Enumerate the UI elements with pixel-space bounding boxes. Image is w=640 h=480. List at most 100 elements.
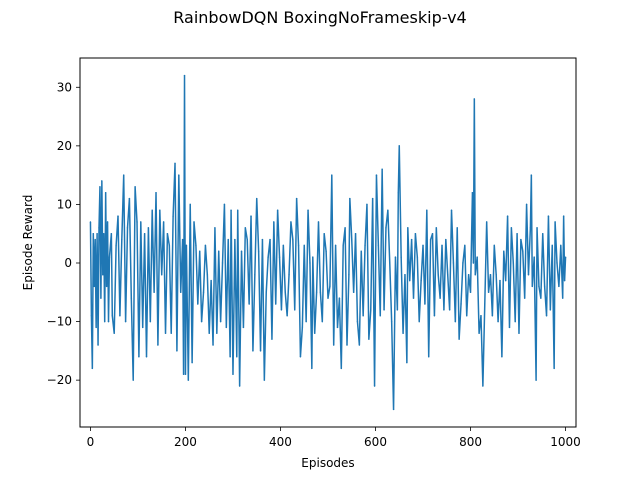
data-point <box>107 320 110 323</box>
data-point <box>476 256 478 258</box>
data-point <box>155 192 157 194</box>
data-point <box>542 233 544 235</box>
data-point <box>183 74 186 77</box>
data-point <box>368 338 370 340</box>
data-point <box>501 356 503 358</box>
data-point <box>117 215 119 217</box>
data-point <box>225 326 228 329</box>
data-point <box>238 385 241 387</box>
data-point <box>143 233 146 235</box>
data-point <box>273 221 275 223</box>
x-axis: 0 200 400 600 800 1000 <box>87 427 581 449</box>
data-point <box>236 356 238 358</box>
data-point <box>227 238 229 241</box>
data-point <box>216 332 218 334</box>
data-point <box>248 303 250 305</box>
y-axis-label: Episode Reward <box>21 195 35 291</box>
data-point <box>452 262 455 264</box>
data-point <box>480 315 482 317</box>
data-point <box>360 250 362 252</box>
data-point <box>123 174 125 176</box>
data-point <box>529 227 532 229</box>
data-point <box>472 262 475 264</box>
data-point <box>527 274 530 276</box>
data-point <box>535 379 537 381</box>
data-point <box>485 221 488 223</box>
data-point <box>338 297 341 299</box>
data-point <box>333 344 335 346</box>
data-point <box>161 274 163 276</box>
data-point <box>103 233 105 235</box>
data-point <box>398 145 400 147</box>
data-point <box>387 209 389 211</box>
data-point <box>525 203 528 206</box>
data-point <box>549 309 552 311</box>
data-point <box>89 221 92 223</box>
data-point <box>407 227 409 229</box>
data-point <box>278 256 281 258</box>
data-point <box>327 297 329 299</box>
data-point <box>564 256 567 258</box>
data-point <box>284 291 286 293</box>
data-point <box>487 291 490 293</box>
data-point <box>254 274 256 276</box>
data-point <box>379 315 381 317</box>
data-point <box>170 332 172 334</box>
data-point <box>460 303 462 305</box>
data-point <box>536 227 538 229</box>
data-point <box>166 233 169 235</box>
data-point <box>364 244 366 247</box>
data-point <box>200 320 203 323</box>
data-point <box>168 244 171 247</box>
data-point <box>352 291 355 293</box>
data-point <box>545 315 548 317</box>
data-point <box>256 197 258 200</box>
data-point <box>462 262 464 264</box>
data-point <box>261 238 264 241</box>
data-point <box>351 238 353 241</box>
data-point <box>193 221 195 223</box>
data-point <box>108 256 111 258</box>
data-point <box>176 350 178 352</box>
data-point <box>311 367 313 370</box>
data-point <box>191 361 193 364</box>
data-point <box>329 285 331 288</box>
data-point <box>267 256 269 258</box>
data-point <box>508 326 511 329</box>
data-point <box>242 326 245 329</box>
data-point <box>406 361 408 364</box>
data-point <box>389 262 391 264</box>
data-point <box>184 373 187 375</box>
data-point <box>422 244 424 247</box>
data-point <box>208 332 210 334</box>
data-point <box>392 408 395 411</box>
data-point <box>437 274 439 276</box>
data-point <box>252 350 254 352</box>
data-point <box>181 238 184 241</box>
data-point <box>307 209 309 211</box>
data-point <box>219 320 222 323</box>
data-point <box>182 373 185 375</box>
data-point <box>443 309 445 311</box>
x-tick-label: 400 <box>269 435 292 449</box>
data-point <box>523 297 526 299</box>
data-point <box>134 186 136 188</box>
data-point <box>140 221 142 223</box>
data-point <box>489 274 492 276</box>
data-point <box>138 356 140 358</box>
data-point <box>346 344 348 346</box>
data-point <box>250 215 252 217</box>
data-point <box>174 162 176 165</box>
y-tick-label: −10 <box>47 315 72 329</box>
data-point <box>512 262 514 264</box>
data-point <box>99 186 101 188</box>
data-point <box>424 303 426 305</box>
data-point <box>92 233 95 235</box>
data-point <box>456 227 458 229</box>
data-point <box>409 279 411 282</box>
data-point <box>145 356 148 358</box>
data-point <box>356 320 359 323</box>
data-point <box>136 221 138 223</box>
data-point <box>218 250 220 252</box>
data-point <box>295 197 298 200</box>
